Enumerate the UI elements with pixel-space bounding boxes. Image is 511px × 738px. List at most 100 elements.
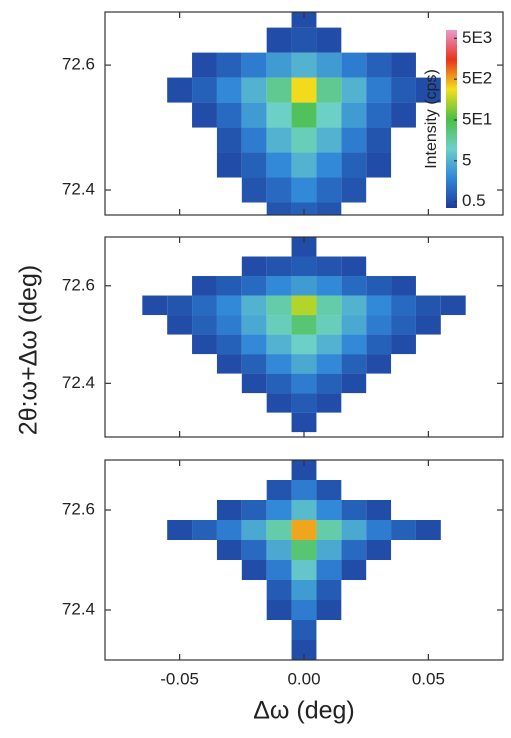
heat-cell <box>266 77 292 103</box>
heat-cell <box>266 500 292 520</box>
heat-cell <box>341 102 367 128</box>
heat-cell <box>391 52 416 78</box>
heat-cell <box>316 52 342 78</box>
heat-cell <box>291 256 317 277</box>
heat-cell <box>316 27 342 53</box>
heat-cell <box>391 334 416 355</box>
heat-cell <box>366 354 392 374</box>
heat-cell <box>316 102 342 128</box>
heat-cell <box>291 640 317 660</box>
heat-cell <box>316 500 342 520</box>
heat-cell <box>167 295 193 316</box>
y-axis-label: 2θ:ω+Δω (deg) <box>15 265 43 435</box>
heat-cell <box>241 334 267 355</box>
heat-cell <box>216 127 242 153</box>
heat-cell <box>266 127 292 153</box>
heat-cell <box>192 102 217 128</box>
heat-cell <box>291 276 317 296</box>
heat-cell <box>266 600 292 620</box>
heat-cell <box>291 152 317 178</box>
heat-cell <box>216 540 242 560</box>
heat-cell <box>366 52 392 78</box>
heat-cell <box>341 560 367 580</box>
heat-cell <box>391 77 416 103</box>
heat-cell <box>341 276 367 296</box>
heat-cell <box>341 295 367 316</box>
y-tick-label: 72.4 <box>62 373 95 392</box>
heat-cell <box>216 152 242 178</box>
heat-cell <box>266 315 292 335</box>
heat-cell <box>316 77 342 103</box>
heat-cell <box>241 52 267 78</box>
heat-cell <box>440 295 466 316</box>
heat-cell <box>341 77 367 103</box>
heat-cell <box>266 580 292 600</box>
heat-cell <box>192 295 217 316</box>
heat-cell <box>266 334 292 355</box>
heat-cell <box>316 480 342 500</box>
heat-cell <box>192 276 217 296</box>
y-tick-label: 72.6 <box>62 499 95 518</box>
heat-cell <box>216 77 242 103</box>
heat-cell <box>341 354 367 374</box>
heat-cell <box>391 315 416 335</box>
heat-cell <box>291 334 317 355</box>
heat-cell <box>366 295 392 316</box>
heat-cell <box>192 315 217 335</box>
heat-cell <box>216 500 242 520</box>
heat-cell <box>341 540 367 560</box>
heat-cell <box>291 77 317 103</box>
heatmap <box>167 460 441 660</box>
heat-cell <box>316 152 342 178</box>
heat-cell <box>316 560 342 580</box>
heat-cell <box>291 27 317 53</box>
heat-cell <box>341 315 367 335</box>
heat-cell <box>366 520 392 540</box>
heat-cell <box>341 127 367 153</box>
heat-cell <box>291 177 317 203</box>
heat-cell <box>241 256 267 277</box>
heat-cell <box>366 500 392 520</box>
heat-cell <box>291 460 317 480</box>
x-tick-label: 0.05 <box>412 669 445 688</box>
heat-cell <box>341 52 367 78</box>
heat-cell <box>266 256 292 277</box>
heat-cell <box>341 373 367 394</box>
heat-cell <box>241 560 267 580</box>
y-tick-label: 72.4 <box>62 179 95 198</box>
y-tick-label: 72.4 <box>62 599 95 618</box>
heat-cell <box>391 276 416 296</box>
heat-cell <box>391 520 416 540</box>
y-tick-label: 72.6 <box>62 275 95 294</box>
heat-cell <box>241 276 267 296</box>
heat-cell <box>241 127 267 153</box>
heat-cell <box>341 256 367 277</box>
heat-cell <box>241 77 267 103</box>
heat-cell <box>167 77 193 103</box>
heatmap <box>142 237 466 433</box>
heat-cell <box>291 354 317 374</box>
colorbar-tick-label: 5E3 <box>462 28 492 47</box>
heat-cell <box>291 202 317 215</box>
heat-cell <box>192 334 217 355</box>
heat-cell <box>366 276 392 296</box>
heat-cell <box>316 354 342 374</box>
heat-cell <box>316 276 342 296</box>
heat-cell <box>366 334 392 355</box>
heat-cell <box>291 560 317 580</box>
heat-cell <box>241 354 267 374</box>
heat-cell <box>266 202 292 215</box>
heat-cell <box>291 52 317 78</box>
heat-cell <box>316 256 342 277</box>
heat-cell <box>316 540 342 560</box>
heat-cell <box>291 237 317 257</box>
heat-cell <box>266 480 292 500</box>
heat-cell <box>241 152 267 178</box>
heat-cell <box>266 295 292 316</box>
heat-cell <box>366 102 392 128</box>
heat-cell <box>291 393 317 413</box>
heat-cell <box>291 295 317 316</box>
heat-cell <box>366 127 392 153</box>
heat-cell <box>316 520 342 540</box>
